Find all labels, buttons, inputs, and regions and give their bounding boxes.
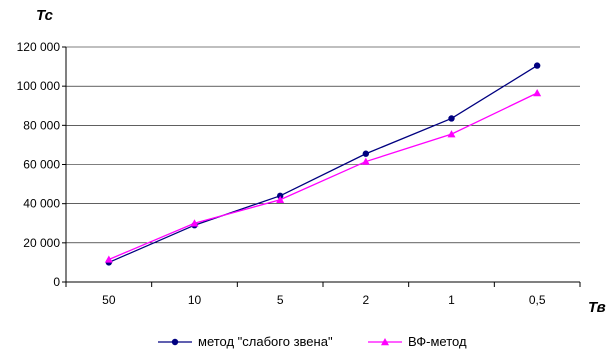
x-tick-label: 5 [277, 293, 284, 307]
series-line [108, 65, 538, 264]
x-tick-label: 2 [362, 293, 369, 307]
x-tick-label: 50 [102, 293, 116, 307]
legend-item-2: ВФ-метод [368, 334, 467, 349]
y-tick-label: 40 000 [23, 197, 60, 211]
legend-label: ВФ-метод [408, 334, 467, 349]
data-point [104, 255, 113, 263]
axes [62, 46, 581, 287]
series-1 [105, 62, 541, 266]
y-axis-title: Тс [36, 7, 54, 24]
legend-marker [171, 338, 179, 346]
series-2 [104, 89, 542, 263]
tick-labels: 0 20 000 40 000 60 000 80 000 100 000 120 000 5… [17, 40, 546, 307]
legend-item-1: метод "слабого звена" [158, 334, 333, 349]
data-point [361, 157, 370, 165]
data-point [448, 115, 455, 122]
x-tick-label: 0,5 [529, 293, 546, 307]
x-tick-label: 1 [448, 293, 455, 307]
data-point [190, 219, 199, 227]
x-tick-label: 10 [188, 293, 202, 307]
legend-label: метод "слабого звена" [198, 334, 333, 349]
x-axis-title: Тв [588, 299, 606, 316]
data-point [533, 62, 541, 69]
data-point [276, 195, 285, 203]
data-point [447, 130, 456, 138]
y-tick-label: 20 000 [23, 236, 60, 250]
data-point [533, 89, 542, 97]
y-tick-label: 120 000 [17, 40, 61, 54]
series-group [104, 62, 542, 266]
y-tick-label: 100 000 [17, 79, 61, 93]
gridlines [66, 46, 580, 244]
y-tick-label: 60 000 [23, 158, 60, 172]
legend: метод "слабого звена" ВФ-метод [158, 334, 467, 349]
series-line [108, 92, 538, 261]
legend-marker [381, 338, 389, 346]
data-point [362, 150, 370, 157]
y-tick-label: 80 000 [23, 118, 60, 132]
y-tick-label: 0 [53, 275, 60, 289]
